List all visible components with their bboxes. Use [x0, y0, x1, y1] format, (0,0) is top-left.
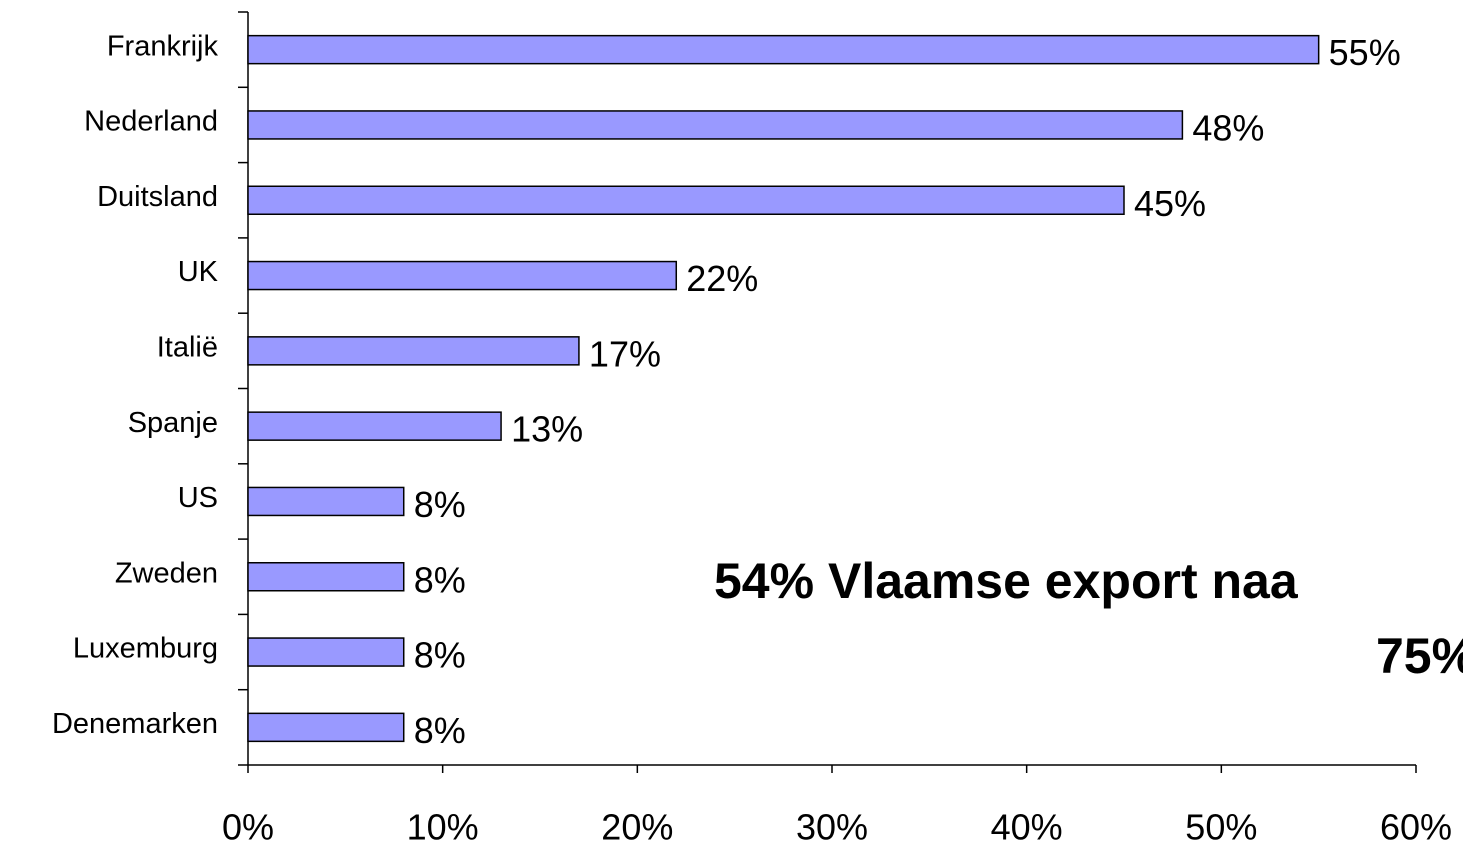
bar	[247, 336, 580, 366]
x-tick-label: 10%	[407, 807, 479, 848]
x-tick-label: 60%	[1380, 807, 1452, 848]
bar	[247, 562, 405, 592]
bar	[247, 260, 678, 291]
y-tick-label: Spanje	[128, 407, 218, 439]
bar	[247, 110, 1184, 140]
bar	[247, 712, 405, 743]
y-tick-label: Zweden	[115, 557, 218, 589]
bar	[247, 411, 502, 441]
x-tick-label: 40%	[991, 807, 1063, 848]
x-tick-label: 30%	[796, 807, 868, 848]
value-label: 8%	[414, 484, 466, 525]
value-label: 48%	[1192, 107, 1264, 148]
x-tick-label: 50%	[1185, 807, 1257, 848]
y-tick-label: Italië	[157, 332, 218, 364]
y-tick-label: Duitsland	[97, 181, 218, 213]
value-label: 17%	[589, 333, 661, 374]
bar	[247, 637, 405, 667]
value-label: 8%	[414, 559, 466, 600]
x-tick-label: 0%	[222, 807, 274, 848]
value-label: 8%	[414, 710, 466, 751]
annotation: 54% Vlaamse export naa	[714, 553, 1299, 609]
y-tick-label: US	[178, 482, 218, 514]
bar	[247, 185, 1125, 215]
y-tick-label: Denemarken	[52, 708, 218, 740]
value-label: 22%	[686, 258, 758, 299]
y-tick-label: Frankrijk	[107, 30, 219, 62]
x-tick-label: 20%	[601, 807, 673, 848]
annotation: 75%	[1376, 628, 1463, 684]
value-label: 55%	[1329, 32, 1401, 73]
value-label: 8%	[414, 635, 466, 676]
value-label: 45%	[1134, 183, 1206, 224]
y-tick-label: UK	[178, 256, 219, 288]
bar	[247, 34, 1320, 65]
y-tick-label: Luxemburg	[73, 633, 218, 665]
y-tick-label: Nederland	[84, 106, 218, 138]
bar	[247, 486, 405, 517]
value-label: 13%	[511, 409, 583, 450]
